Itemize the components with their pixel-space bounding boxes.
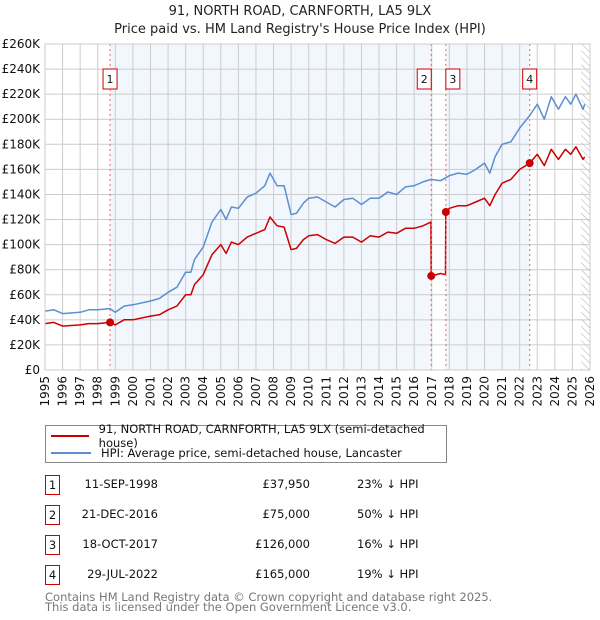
sale-date: 21-DEC-2016: [81, 507, 158, 521]
x-tick-label: 2021: [495, 376, 509, 407]
x-tick-label: 2016: [407, 376, 421, 407]
x-tick-label: 2011: [319, 376, 333, 407]
y-tick-label: £180K: [2, 137, 42, 151]
y-tick-label: £160K: [2, 162, 42, 176]
sale-label-box: [102, 68, 118, 90]
x-tick-label: 2013: [354, 376, 368, 407]
x-tick-label: 2022: [513, 376, 527, 407]
shaded-period: [445, 44, 530, 370]
footer-copyright: Contains HM Land Registry data © Crown c…: [45, 590, 493, 604]
sale-price: £165,000: [255, 567, 310, 581]
y-tick-label: £0: [25, 363, 40, 377]
sale-price: £126,000: [255, 537, 310, 551]
x-tick-label: 1996: [56, 376, 70, 407]
legend-swatch-red: [51, 435, 89, 437]
x-tick-label: 2014: [372, 376, 386, 407]
x-tick-label: 2003: [179, 376, 193, 407]
x-tick-label: 2026: [583, 376, 597, 407]
legend-item-hpi: HPI: Average price, semi-detached house,…: [51, 445, 402, 461]
x-tick-label: 2009: [284, 376, 298, 407]
x-tick-label: 1995: [38, 376, 52, 407]
sale-point: [441, 208, 450, 217]
hpi-line: [45, 93, 586, 315]
hpi-comparison: 19% ↓ HPI: [357, 567, 419, 581]
x-tick-label: 2005: [214, 376, 228, 407]
sale-label: 1: [107, 73, 114, 86]
x-tick-label: 1999: [108, 376, 122, 407]
sale-label-box: [445, 68, 461, 90]
sale-label: 3: [449, 73, 456, 86]
footer-licence: This data is licensed under the Open Gov…: [45, 600, 412, 614]
x-tick-label: 1997: [73, 376, 87, 407]
x-tick-label: 2008: [267, 376, 281, 407]
legend-swatch-blue: [51, 452, 91, 454]
x-tick-label: 2007: [249, 376, 263, 407]
x-tick-label: 2023: [530, 376, 544, 407]
y-tick-label: £20K: [9, 338, 41, 352]
sale-label: 4: [526, 73, 533, 86]
sale-number-badge: 3: [45, 535, 60, 555]
sale-number-badge: 4: [45, 565, 60, 585]
y-tick-label: £60K: [9, 288, 41, 302]
sale-number-badge: 2: [45, 505, 60, 525]
y-tick-label: £140K: [2, 187, 42, 201]
hpi-comparison: 23% ↓ HPI: [357, 477, 419, 491]
sale-point: [427, 271, 436, 280]
x-tick-label: 2001: [143, 376, 157, 407]
x-tick-label: 2002: [161, 376, 175, 407]
sale-label-box: [522, 68, 538, 90]
sale-label: 2: [421, 73, 428, 86]
x-tick-label: 2020: [478, 376, 492, 407]
legend-item-property: 91, NORTH ROAD, CARNFORTH, LA5 9LX (semi…: [51, 422, 446, 450]
price-chart: 1 2 3 4 £0 £20K £40K £60K £80K £100K £120K £140K £16…: [2, 37, 597, 407]
sale-price: £37,950: [262, 477, 310, 491]
sale-label-box: [416, 68, 432, 90]
x-tick-label: 2024: [548, 376, 562, 407]
x-tick-label: 2025: [565, 376, 579, 407]
x-tick-label: 2015: [390, 376, 404, 407]
y-tick-label: £80K: [9, 263, 41, 277]
legend: 91, NORTH ROAD, CARNFORTH, LA5 9LX (semi…: [45, 422, 447, 463]
x-tick-label: 2018: [442, 376, 456, 407]
sale-number-badge: 1: [45, 475, 60, 495]
y-tick-label: £200K: [2, 112, 42, 126]
hpi-comparison: 16% ↓ HPI: [357, 537, 419, 551]
y-tick-label: £120K: [2, 213, 42, 227]
x-tick-label: 2006: [231, 376, 245, 407]
x-tick-label: 2000: [126, 376, 140, 407]
property-price-line: [45, 146, 586, 327]
plot-border: [44, 43, 591, 371]
y-tick-label: £100K: [2, 238, 42, 252]
chart-subtitle: Price paid vs. HM Land Registry's House …: [114, 22, 486, 37]
y-tick-label: £40K: [9, 313, 41, 327]
shaded-period: [110, 44, 432, 370]
x-tick-label: 2017: [425, 376, 439, 407]
x-tick-label: 1998: [91, 376, 105, 407]
x-tick-label: 2010: [302, 376, 316, 407]
chart-title: 91, NORTH ROAD, CARNFORTH, LA5 9LX: [168, 4, 432, 19]
x-tick-label: 2019: [460, 376, 474, 407]
sale-date: 11-SEP-1998: [84, 477, 158, 491]
legend-label: HPI: Average price, semi-detached house,…: [101, 446, 402, 460]
sale-date: 18-OCT-2017: [82, 537, 158, 551]
y-tick-label: £260K: [2, 37, 42, 51]
sale-point: [106, 318, 115, 327]
x-tick-label: 2012: [337, 376, 351, 407]
hpi-comparison: 50% ↓ HPI: [357, 507, 419, 521]
y-tick-label: £240K: [2, 62, 42, 76]
sale-date: 29-JUL-2022: [87, 567, 158, 581]
x-tick-label: 2004: [196, 376, 210, 407]
y-tick-label: £220K: [2, 87, 42, 101]
sale-price: £75,000: [262, 507, 310, 521]
forecast-hatch: [581, 44, 590, 370]
sale-point: [525, 159, 534, 168]
legend-label: 91, NORTH ROAD, CARNFORTH, LA5 9LX (semi…: [98, 422, 425, 450]
